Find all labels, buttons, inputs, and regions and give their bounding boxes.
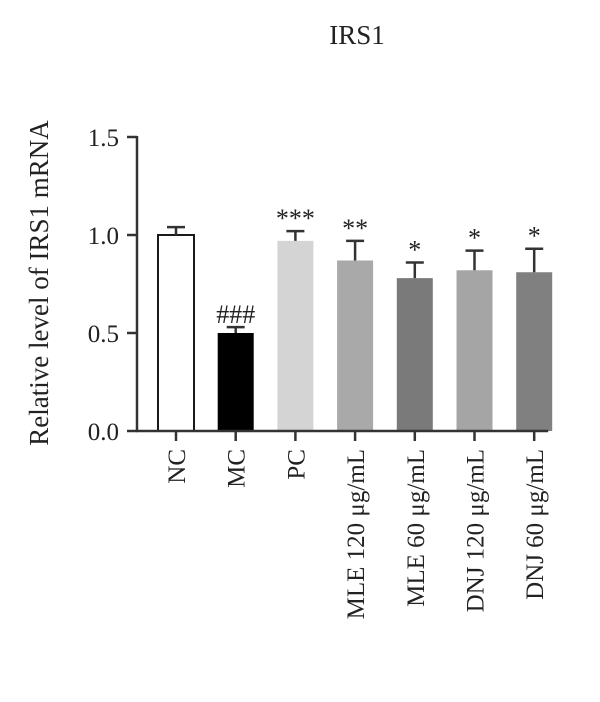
bar: [277, 240, 314, 431]
bar: [396, 278, 433, 431]
x-tick-label: DNJ 60 μg/mL: [522, 449, 549, 600]
y-tick-label: 1.0: [88, 223, 119, 250]
x-tick-label: MC: [224, 449, 251, 488]
significance-label: ###: [216, 300, 255, 329]
significance-label: *: [528, 222, 541, 251]
significance-label: *: [468, 224, 481, 253]
significance-label: ***: [276, 204, 315, 233]
y-tick-label: 0.5: [88, 321, 119, 348]
x-tick-label: MLE 120 μg/mL: [343, 449, 370, 619]
x-axis: NC MC PC MLE 120 μg/mL MLE 60 μg/mL DNJ 120 μ…: [136, 429, 549, 619]
x-tick-label: PC: [283, 449, 310, 480]
y-axis-label: Relative level of IRS1 mRNA: [24, 120, 54, 446]
bar: [337, 260, 374, 431]
y-axis: 0.0 0.5 1.0 1.5: [88, 125, 139, 446]
bar: [217, 333, 254, 431]
bar: [456, 270, 493, 431]
bar: [157, 234, 195, 432]
x-tick-label: NC: [164, 449, 191, 484]
x-tick-label: DNJ 120 μg/mL: [463, 449, 490, 612]
x-tick-label: MLE 60 μg/mL: [403, 449, 430, 607]
significance-label: *: [408, 235, 421, 264]
bar: [516, 272, 553, 431]
y-tick-label: 1.5: [88, 125, 119, 152]
bars-group: ###*** *** * *: [157, 204, 553, 432]
significance-label: **: [342, 214, 368, 243]
chart-title: IRS1: [329, 20, 385, 50]
y-tick-label: 0.0: [88, 419, 119, 446]
